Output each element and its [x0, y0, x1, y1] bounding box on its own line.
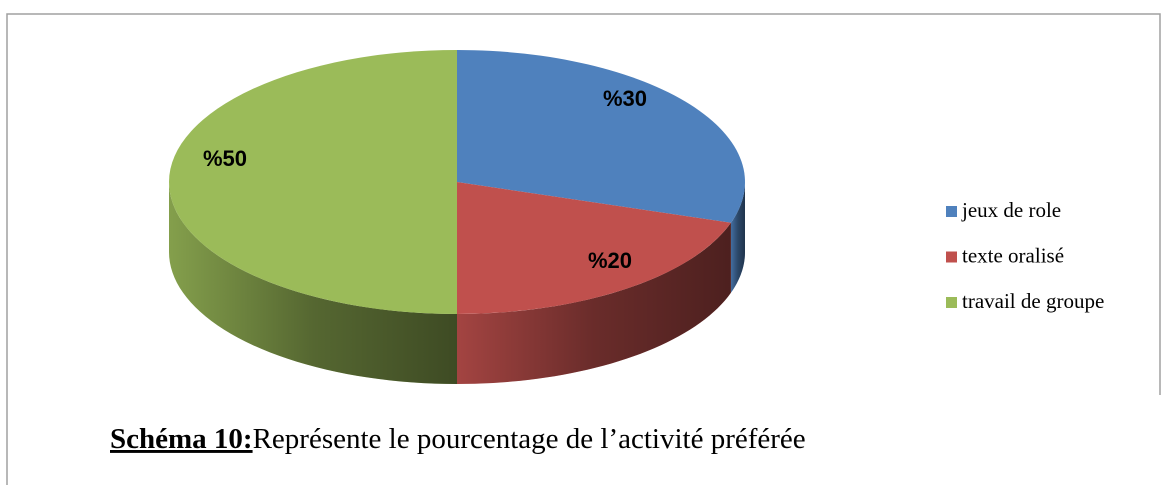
caption-text: Représente le pourcentage de l’activité … [253, 423, 806, 455]
slice-side-shade [169, 182, 457, 384]
data-label: %20 [588, 248, 632, 273]
pie-sides [169, 182, 745, 384]
slice [457, 182, 731, 314]
data-label: %30 [603, 86, 647, 111]
data-labels: %30 %20 %50 [203, 86, 647, 273]
legend-label: texte oralisé [962, 243, 1064, 267]
legend-label: jeux de role [961, 198, 1061, 222]
legend-swatch [946, 297, 957, 308]
caption-label: Schéma 10: [110, 423, 253, 455]
legend-swatch [946, 251, 957, 263]
legend-label: travail de groupe [962, 289, 1104, 313]
slice [457, 50, 745, 223]
pie-tops [169, 50, 745, 314]
caption: Schéma 10:Représente le pourcentage de l… [110, 423, 806, 455]
chart-frame [6, 13, 1161, 485]
slice [169, 50, 457, 314]
data-label: %50 [203, 146, 247, 171]
slice-side-shade [457, 222, 731, 384]
legend-swatch [946, 206, 957, 217]
legend: jeux de role texte oralisé travail de grou… [946, 198, 1104, 313]
slice-side-shade [730, 182, 745, 293]
